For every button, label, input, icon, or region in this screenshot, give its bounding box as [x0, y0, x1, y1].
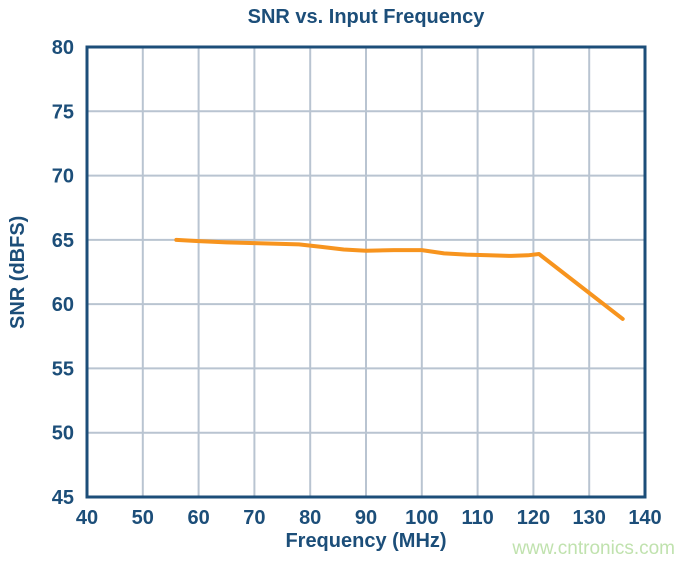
x-axis-label: Frequency (MHz) — [285, 530, 447, 552]
x-tick-label: 50 — [132, 507, 154, 529]
y-tick-label: 75 — [52, 101, 74, 123]
x-tick-label: 140 — [628, 507, 661, 529]
y-tick-label: 45 — [52, 487, 74, 509]
y-tick-label: 80 — [52, 37, 74, 59]
y-tick-label: 50 — [52, 423, 74, 445]
y-tick-label: 60 — [52, 294, 74, 316]
x-tick-label: 40 — [76, 507, 98, 529]
x-tick-label: 110 — [461, 507, 493, 529]
x-tick-label: 70 — [243, 507, 265, 529]
x-tick-label: 120 — [517, 507, 550, 529]
x-tick-label: 80 — [299, 507, 321, 529]
chart-title: SNR vs. Input Frequency — [247, 6, 485, 28]
x-tick-label: 60 — [187, 507, 209, 529]
y-tick-label: 55 — [52, 358, 74, 380]
watermark-text: www.cntronics.com — [512, 538, 675, 559]
x-tick-label: 100 — [405, 507, 438, 529]
series-line-snr — [174, 237, 625, 321]
plot-border — [85, 45, 647, 499]
y-tick-label: 70 — [52, 166, 74, 188]
y-tick-label: 65 — [52, 230, 74, 252]
x-tick-label: 90 — [355, 507, 377, 529]
x-tick-label: 130 — [573, 507, 606, 529]
